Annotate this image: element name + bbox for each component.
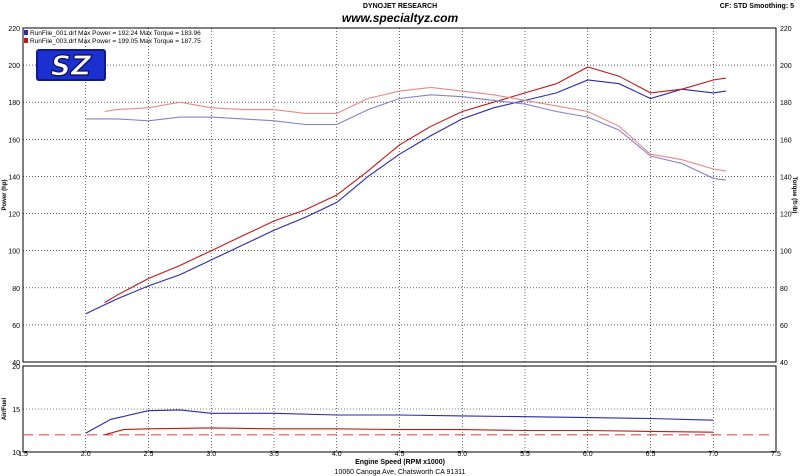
y-tick-label-right: 60 <box>780 323 788 330</box>
x-tick-label: 6.0 <box>583 451 593 458</box>
logo-text: SZ <box>51 49 92 82</box>
legend-run1: RunFile_001.drf Max Power = 192.24 Max T… <box>30 30 201 37</box>
x-tick-label: 2.0 <box>81 451 91 458</box>
y-tick-label-right: 160 <box>780 137 792 144</box>
xlabel: Engine Speed (RPM x1000) <box>355 459 445 466</box>
y-tick-label-right: 120 <box>780 212 792 219</box>
x-tick-label: 4.0 <box>332 451 342 458</box>
series-line-runfile-003-drf-power <box>104 66 726 304</box>
x-tick-label: 2.5 <box>144 451 154 458</box>
x-tick-label: 5.0 <box>457 451 467 458</box>
power-y-ticks: 40 40 60 60 80 80 100 100 120 120 140 140 160 160 180 1… <box>8 26 791 367</box>
series-line-runfile-001-drf-torque <box>85 94 726 181</box>
x-tick-label: 5.5 <box>520 451 530 458</box>
y-tick-label-left: 100 <box>8 249 20 256</box>
y-tick-label-left: 200 <box>8 63 20 70</box>
af-line-runfile-003-drf-af <box>104 427 714 436</box>
y-tick-label-left: 40 <box>12 360 20 367</box>
y-tick-label-right: 200 <box>780 63 792 70</box>
power-grid <box>23 28 776 362</box>
legend-run3: RunFile_003.drf Max Power = 199.05 Max T… <box>30 38 201 45</box>
power-torque-series <box>85 66 726 315</box>
y-tick-label-right: 80 <box>780 286 788 293</box>
x-tick-label: 7.5 <box>771 451 781 458</box>
settings-text: CF: STD Smoothing: 5 <box>720 3 794 10</box>
y-tick-label-right: 140 <box>780 174 792 181</box>
af-line-runfile-001-drf-af <box>85 409 714 434</box>
brand-title: DYNOJET RESEARCH <box>363 3 437 10</box>
series-line-runfile-003-drf-torque <box>104 86 726 172</box>
airfuel-y-ticks: 10 15 20 <box>12 364 20 457</box>
y-tick-label-right: 180 <box>780 100 792 107</box>
y-tick-label-left: 60 <box>12 323 20 330</box>
af-y-tick-label: 20 <box>12 364 20 371</box>
x-axis-ticks: 1.5 2.0 2.5 3.0 3.5 4.0 4.5 5.0 5.5 6.0 6.5 7.0 7.5 <box>18 451 781 458</box>
series-line-runfile-001-drf-power <box>85 79 726 315</box>
y-tick-label-right: 220 <box>780 26 792 33</box>
y-tick-label-left: 80 <box>12 286 20 293</box>
x-tick-label: 4.5 <box>395 451 405 458</box>
af-y-tick-label: 10 <box>12 450 20 457</box>
y-tick-label-left: 180 <box>8 100 20 107</box>
airfuel-grid <box>23 366 776 452</box>
ylabel-right: Torque (ft-lb) <box>791 177 797 214</box>
legend-swatch-run1 <box>24 30 28 35</box>
address: 10060 Canoga Ave, Chatsworth CA 91311 <box>335 469 466 476</box>
x-tick-label: 3.5 <box>269 451 279 458</box>
power-plot-frame <box>22 27 777 363</box>
ylabel-left: Power (hp) <box>2 179 8 210</box>
site-url: www.specialtyz.com <box>342 11 459 25</box>
y-tick-label-right: 100 <box>780 249 792 256</box>
ylabel-airfuel: Air/Fuel <box>2 398 8 421</box>
x-tick-label: 7.0 <box>708 451 718 458</box>
x-tick-label: 6.5 <box>646 451 656 458</box>
sz-logo: SZ <box>36 48 106 83</box>
y-tick-label-left: 140 <box>8 174 20 181</box>
airfuel-series <box>23 409 776 436</box>
x-tick-label: 3.0 <box>206 451 216 458</box>
af-y-tick-label: 15 <box>12 407 20 414</box>
y-tick-label-right: 40 <box>780 360 788 367</box>
y-tick-label-left: 160 <box>8 137 20 144</box>
legend-swatch-run3 <box>24 38 28 43</box>
y-tick-label-left: 220 <box>8 26 20 33</box>
x-tick-label: 1.5 <box>18 451 28 458</box>
y-tick-label-left: 120 <box>8 212 20 219</box>
